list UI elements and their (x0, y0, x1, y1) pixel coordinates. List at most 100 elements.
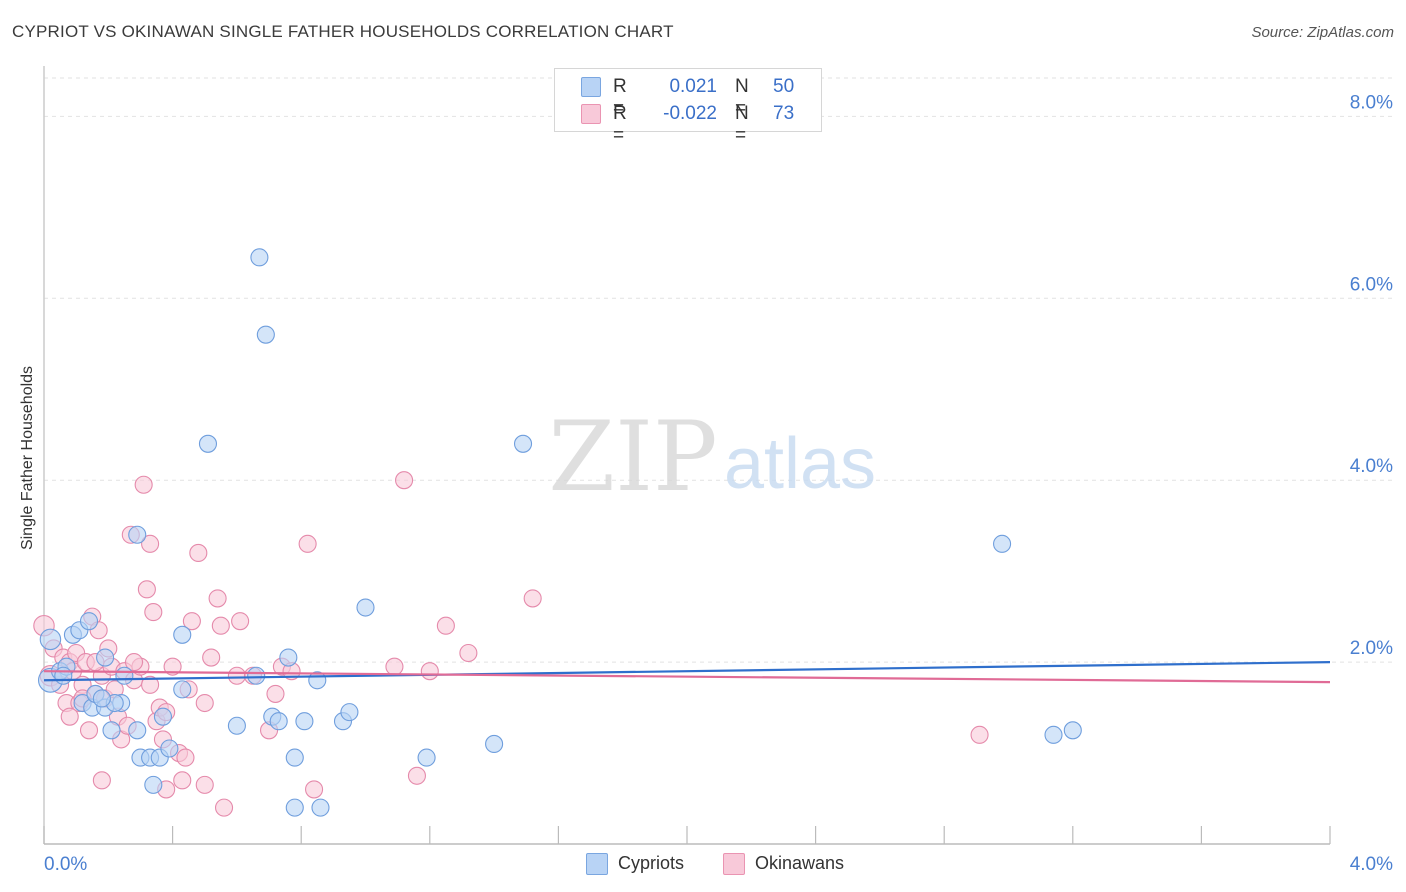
okinawans-point (163, 657, 182, 676)
cypriots-point (356, 598, 375, 617)
okinawans-point (523, 589, 542, 608)
source-label: Source: ZipAtlas.com (1251, 24, 1394, 41)
okinawans-point (141, 675, 160, 694)
y-tick-label: 8.0% (1350, 92, 1393, 113)
x-tick-label: 0.0% (44, 854, 87, 875)
trend-lines (43, 660, 1331, 684)
okinawans-point (208, 589, 227, 608)
okinawans-point (134, 475, 153, 494)
okinawans-point (214, 798, 234, 817)
okinawans-point (407, 766, 426, 785)
watermark-zip: ZIP (548, 401, 717, 513)
okinawans-points (33, 471, 989, 817)
cypriots-point (144, 775, 163, 794)
okinawans-point (176, 748, 195, 767)
n-label: N = (735, 76, 749, 119)
cypriots-point (160, 739, 179, 758)
cypriots-point (102, 721, 121, 740)
okinawans-point (124, 653, 144, 672)
okinawans-point (305, 780, 324, 799)
cypriots-point (54, 666, 73, 685)
okinawans-point (92, 771, 111, 790)
cypriots-point (295, 712, 314, 731)
cypriots-trend-line (43, 660, 1331, 682)
cypriots-point (485, 734, 504, 754)
y-tick-label: 4.0% (1350, 456, 1393, 477)
axes (43, 66, 1331, 845)
okinawans-point (298, 534, 317, 553)
x-tick-label: 4.0% (1350, 854, 1393, 875)
okinawans-point (385, 657, 404, 676)
cypriots-point (279, 648, 298, 667)
watermark-atlas: atlas (724, 424, 876, 504)
okinawans-point (189, 543, 208, 563)
cypriots-point (128, 525, 147, 544)
cypriots-point (96, 648, 115, 667)
cypriots-point (285, 798, 304, 817)
okinawans-point (141, 534, 160, 553)
okinawans-point (202, 648, 221, 667)
okinawans-point (195, 693, 214, 713)
cypriots-point (173, 625, 192, 644)
r-label: R = (613, 76, 627, 119)
cypriots-point (1063, 721, 1082, 740)
okinawans-point (79, 721, 99, 740)
cypriots-point (115, 666, 134, 685)
legend-label: Cypriots (618, 853, 685, 873)
cypriots-point (250, 248, 269, 267)
cypriots-points (37, 248, 1082, 817)
y-tick-label: 6.0% (1350, 274, 1393, 295)
okinawans-point (395, 471, 414, 490)
okinawans-point (227, 666, 246, 685)
r-value: 0.021 (669, 76, 717, 97)
cypriots-point (198, 434, 218, 453)
n-label: N = (735, 103, 749, 146)
okinawans-legend-swatch (723, 853, 745, 875)
cypriots-point (128, 721, 147, 740)
okinawans-swatch (581, 104, 601, 124)
y-tick-label: 2.0% (1350, 638, 1393, 659)
okinawans-trend-line (43, 670, 1331, 684)
cypriots-point (92, 689, 111, 708)
okinawans-point (231, 612, 250, 631)
cypriots-point (39, 628, 62, 651)
cypriots-point (256, 325, 275, 344)
cypriots-point (269, 712, 288, 731)
r-label: R = (613, 103, 627, 146)
stats-box: R = 0.021 N = 50 R = -0.022 N = 73 (554, 68, 822, 146)
okinawans-point (195, 775, 214, 794)
okinawans-point (211, 616, 230, 635)
chart-title: CYPRIOT VS OKINAWAN SINGLE FATHER HOUSEH… (12, 22, 674, 41)
cypriots-point (227, 716, 246, 735)
okinawans-point (144, 603, 163, 622)
gridlines (44, 77, 1392, 663)
okinawans-point (420, 662, 439, 681)
cypriots-point (993, 534, 1012, 553)
okinawans-point (436, 616, 455, 635)
okinawans-point (266, 684, 285, 703)
cypriots-point (173, 680, 192, 699)
cypriots-legend-swatch (586, 853, 608, 875)
cypriots-point (153, 707, 173, 726)
cypriots-point (311, 798, 330, 817)
r-value: -0.022 (663, 103, 717, 124)
cypriots-swatch (581, 77, 601, 97)
okinawans-point (173, 771, 192, 790)
cypriots-point (285, 748, 304, 767)
okinawans-point (970, 725, 989, 744)
okinawans-point (137, 580, 156, 599)
n-value: 73 (773, 103, 795, 124)
okinawans-point (459, 643, 478, 663)
n-value: 50 (773, 76, 795, 97)
cypriots-point (513, 434, 533, 453)
okinawans-point (60, 707, 79, 726)
cypriots-point (79, 612, 99, 631)
legend-label: Okinawans (755, 853, 845, 873)
tick-labels: 2.0% 4.0% 6.0% 8.0% 0.0% 4.0% (44, 92, 1393, 875)
cypriots-point (340, 703, 359, 722)
cypriots-point (1044, 725, 1063, 744)
cypriots-point (247, 666, 266, 685)
okinawans-point (182, 612, 201, 631)
cypriots-point (417, 748, 436, 767)
